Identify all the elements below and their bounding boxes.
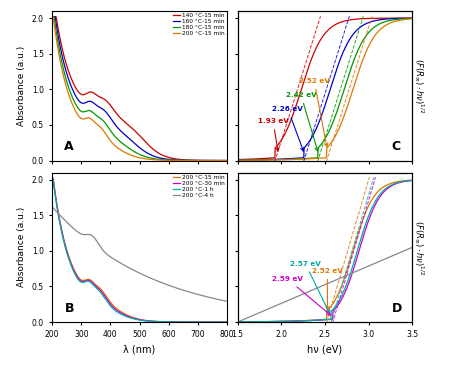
200 °C-4 h (80, 232, 86, 237)
Line: 160 °C-15 min: 160 °C-15 min (52, 17, 227, 161)
Line: 180 °C-15 min: 180 °C-15 min (52, 17, 227, 161)
Y-axis label: Absorbance (a.u.): Absorbance (a.u.) (17, 46, 26, 126)
180 °C-15 min (94, 114, 100, 118)
200 °C-15 min (166, 320, 172, 324)
Text: 2.42 eV: 2.42 eV (286, 92, 319, 151)
140 °C-15 min (181, 158, 187, 162)
200 °C-1 h (80, 280, 86, 284)
160 °C-15 min (166, 157, 172, 162)
140 °C-15 min (49, 15, 55, 19)
200 °C-15 min (224, 320, 230, 324)
200 °C-4 h (166, 283, 172, 288)
200 °C-4 h (152, 278, 158, 282)
Text: B: B (64, 302, 74, 315)
200 °C-30 min (152, 319, 158, 324)
160 °C-15 min (128, 138, 134, 143)
Legend: 140 °C-15 min, 160 °C-15 min, 180 °C-15 min, 200 °C-15 min: 140 °C-15 min, 160 °C-15 min, 180 °C-15 … (173, 13, 225, 37)
200 °C-30 min (166, 320, 172, 324)
Line: 140 °C-15 min: 140 °C-15 min (52, 17, 227, 161)
X-axis label: hν (eV): hν (eV) (307, 345, 343, 355)
200 °C-15 min (128, 153, 134, 157)
200 °C-30 min (224, 320, 230, 324)
200 °C-15 min (80, 117, 86, 121)
180 °C-15 min (80, 110, 86, 114)
160 °C-15 min (224, 158, 230, 163)
Text: C: C (392, 140, 401, 153)
Line: 200 °C-30 min: 200 °C-30 min (52, 178, 227, 322)
200 °C-30 min (94, 285, 100, 290)
200 °C-4 h (49, 205, 55, 209)
200 °C-4 h (94, 239, 100, 244)
160 °C-15 min (181, 158, 187, 163)
Text: 2.26 eV: 2.26 eV (273, 106, 304, 151)
Line: 200 °C-15 min: 200 °C-15 min (52, 178, 227, 322)
Text: 2.59 eV: 2.59 eV (273, 276, 330, 315)
180 °C-15 min (166, 158, 172, 162)
200 °C-15 min (49, 176, 55, 180)
180 °C-15 min (49, 15, 55, 19)
200 °C-30 min (128, 315, 134, 320)
200 °C-4 h (128, 267, 134, 271)
200 °C-1 h (224, 320, 230, 324)
200 °C-30 min (49, 176, 55, 180)
200 °C-1 h (94, 287, 100, 291)
160 °C-15 min (94, 104, 100, 108)
200 °C-15 min (181, 320, 187, 324)
200 °C-1 h (49, 176, 55, 180)
Text: 2.57 eV: 2.57 eV (290, 261, 329, 313)
160 °C-15 min (49, 15, 55, 19)
200 °C-1 h (152, 319, 158, 324)
200 °C-1 h (166, 320, 172, 324)
200 °C-15 min (94, 122, 100, 127)
200 °C-1 h (181, 320, 187, 324)
200 °C-15 min (152, 319, 158, 324)
200 °C-4 h (224, 299, 230, 303)
Line: 200 °C-1 h: 200 °C-1 h (52, 178, 227, 322)
Text: 1.93 eV: 1.93 eV (257, 118, 289, 151)
180 °C-15 min (181, 158, 187, 163)
Legend: 200 °C-15 min, 200 °C-30 min, 200 °C-1 h, 200 °C-4 h: 200 °C-15 min, 200 °C-30 min, 200 °C-1 h… (173, 174, 225, 198)
140 °C-15 min (224, 158, 230, 163)
160 °C-15 min (152, 154, 158, 159)
140 °C-15 min (128, 125, 134, 130)
Text: A: A (64, 140, 74, 153)
200 °C-4 h (181, 288, 187, 292)
200 °C-15 min (166, 158, 172, 163)
X-axis label: λ (nm): λ (nm) (123, 345, 155, 355)
140 °C-15 min (94, 93, 100, 98)
Y-axis label: Absorbance (a.u.): Absorbance (a.u.) (17, 207, 26, 287)
180 °C-15 min (128, 147, 134, 152)
200 °C-30 min (181, 320, 187, 324)
200 °C-15 min (80, 278, 86, 283)
200 °C-15 min (94, 284, 100, 288)
Text: 2.52 eV: 2.52 eV (299, 78, 329, 147)
Text: 2.52 eV: 2.52 eV (312, 268, 343, 310)
Y-axis label: $(F(R_\infty)\cdot h\nu)^{1/2}$: $(F(R_\infty)\cdot h\nu)^{1/2}$ (412, 58, 425, 113)
Text: D: D (392, 302, 401, 315)
Line: 200 °C-4 h: 200 °C-4 h (52, 207, 227, 301)
160 °C-15 min (80, 101, 86, 105)
180 °C-15 min (152, 157, 158, 161)
Line: 200 °C-15 min: 200 °C-15 min (52, 17, 227, 161)
140 °C-15 min (80, 93, 86, 97)
200 °C-30 min (80, 279, 86, 284)
200 °C-15 min (152, 158, 158, 162)
200 °C-1 h (128, 316, 134, 320)
200 °C-15 min (128, 315, 134, 319)
140 °C-15 min (166, 155, 172, 160)
Y-axis label: $(F(R_\infty)\cdot h\nu)^{1/2}$: $(F(R_\infty)\cdot h\nu)^{1/2}$ (412, 220, 425, 275)
140 °C-15 min (152, 149, 158, 153)
200 °C-15 min (224, 158, 230, 163)
200 °C-15 min (49, 15, 55, 19)
180 °C-15 min (224, 158, 230, 163)
200 °C-15 min (181, 158, 187, 163)
